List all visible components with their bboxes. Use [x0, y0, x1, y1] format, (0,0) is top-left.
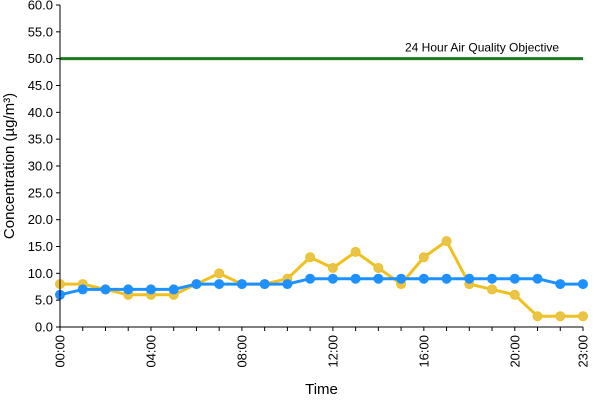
y-tick-label: 55.0	[28, 24, 53, 39]
series-2-point	[236, 279, 247, 290]
series-2-point	[327, 273, 338, 284]
series-1	[55, 236, 588, 322]
series-2-point	[282, 279, 293, 290]
x-axis-ticks: 00:00 04:00 08:00 12:00 16:00 20:00 23:00	[53, 327, 591, 368]
series-2-point	[532, 273, 543, 284]
y-tick-label: 35.0	[28, 132, 53, 147]
series-2-point	[305, 273, 316, 284]
y-tick-label: 5.0	[35, 293, 53, 308]
series-2	[55, 273, 588, 300]
series-2-point	[191, 279, 202, 290]
x-tick-label: 04:00	[143, 335, 158, 368]
y-tick-label: 15.0	[28, 239, 53, 254]
x-tick-label: 12:00	[325, 335, 340, 368]
series-1-point	[373, 262, 384, 273]
series-1-point	[532, 311, 543, 322]
series-group	[55, 236, 588, 322]
series-2-point	[373, 273, 384, 284]
series-2-point	[123, 284, 134, 295]
reference-line-group: 24 Hour Air Quality Objective	[60, 41, 583, 61]
series-2-point	[259, 279, 270, 290]
series-2-point	[509, 273, 520, 284]
series-1-point	[350, 246, 361, 257]
series-2-point	[100, 284, 111, 295]
series-2-point	[464, 273, 475, 284]
y-tick-label: 60.0	[28, 0, 53, 13]
series-1-point	[578, 311, 588, 322]
series-2-point	[396, 273, 407, 284]
series-1-point	[487, 284, 498, 295]
y-tick-label: 20.0	[28, 212, 53, 227]
y-axis-ticks: 0.0 5.0 10.0 15.0 20.0 25.0 30.0 35.0 40.0 45.0 50…	[28, 0, 60, 335]
x-tick-label: 00:00	[53, 335, 68, 368]
series-2-point	[487, 273, 498, 284]
y-tick-label: 40.0	[28, 105, 53, 120]
series-1-point	[509, 289, 520, 300]
series-1-point	[441, 236, 452, 247]
x-tick-label: 08:00	[234, 335, 249, 368]
series-2-point	[168, 284, 179, 295]
series-1-point	[327, 262, 338, 273]
y-tick-label: 45.0	[28, 78, 53, 93]
y-tick-label: 30.0	[28, 159, 53, 174]
x-tick-label: 23:00	[576, 335, 591, 368]
y-tick-label: 10.0	[28, 266, 53, 281]
air-quality-objective-label: 24 Hour Air Quality Objective	[405, 41, 559, 55]
series-1-point	[305, 252, 316, 263]
series-2-point	[350, 273, 361, 284]
series-2-point	[418, 273, 429, 284]
series-1-point	[418, 252, 429, 263]
series-2-point	[77, 284, 88, 295]
series-1-point	[214, 268, 225, 279]
x-tick-label: 20:00	[507, 335, 522, 368]
series-2-point	[441, 273, 452, 284]
series-2-point	[578, 279, 588, 290]
y-axis-title: Concentration (µg/m³)	[1, 93, 18, 239]
series-2-point	[214, 279, 225, 290]
y-tick-label: 0.0	[35, 320, 53, 335]
y-tick-label: 25.0	[28, 185, 53, 200]
series-2-point	[145, 284, 156, 295]
x-axis-title: Time	[305, 381, 338, 398]
x-tick-label: 16:00	[416, 335, 431, 368]
series-2-point	[555, 279, 566, 290]
series-1-point	[555, 311, 566, 322]
y-tick-label: 50.0	[28, 51, 53, 66]
